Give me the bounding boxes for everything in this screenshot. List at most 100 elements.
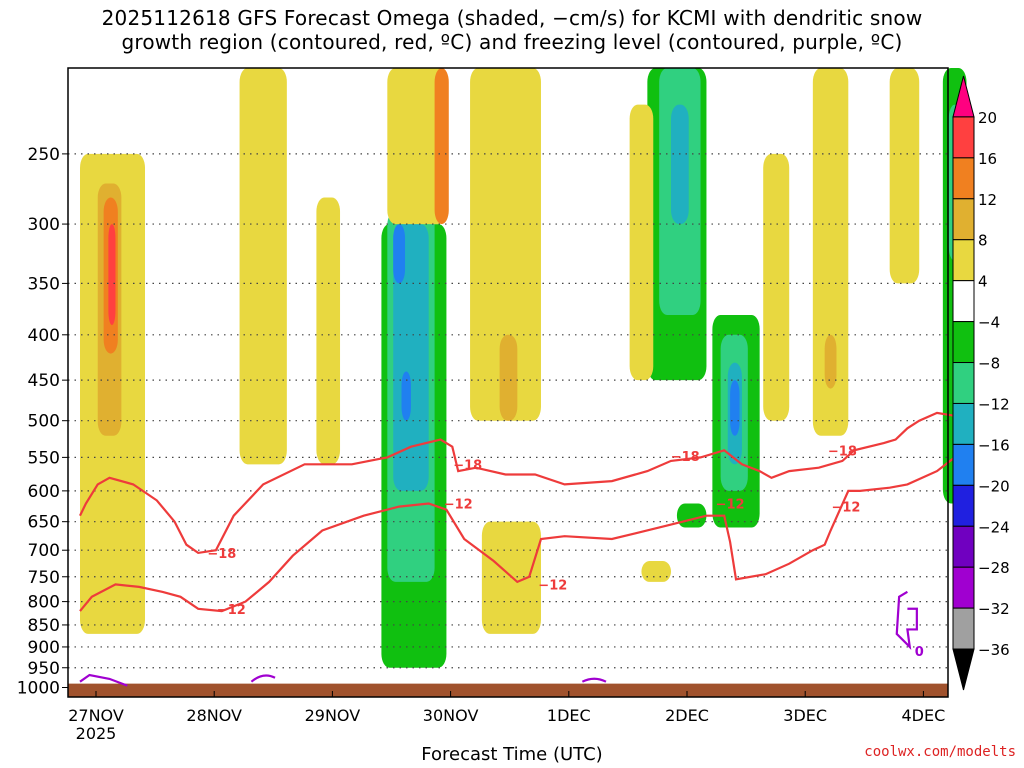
x-tick-label-1: 28NOV [186,706,242,725]
y-tick-label-450: 450 [28,371,60,391]
y-tick-label-850: 850 [28,616,60,636]
omega-shade-region-11 [387,68,447,225]
colorbar-label-1: 16 [978,150,997,168]
y-tick-label-700: 700 [28,541,60,561]
ground-surface [68,683,948,697]
omega-shade-region-24 [763,153,790,421]
x-tick-label-3: 30NOV [423,706,479,725]
y-tick-label-550: 550 [28,448,60,468]
colorbar-label-7: −12 [978,395,1010,413]
contour-line-2 [79,673,128,687]
contour-label-1-4: −12 [831,501,860,516]
y-tick-label-250: 250 [28,145,60,165]
colorbar-label-8: −16 [978,436,1010,454]
omega-shade-region-28 [641,561,671,582]
omega-shade-region-3 [108,224,116,326]
colorbar-segment-7 [952,362,975,404]
credit-text: coolwx.com/modelts [864,744,1016,760]
contour-label-2-0: 0 [915,645,924,660]
freezing-level-arc-1 [250,674,276,683]
colorbar-segment-9 [952,443,975,486]
x-tick-label-4: 1DEC [547,706,591,725]
plot-frame [67,67,949,698]
x-tick-sublabel-0: 2025 [76,724,117,743]
contour-label-0-3: −18 [828,444,857,459]
colorbar-segment-12 [952,566,975,609]
omega-shade-region-13 [470,68,541,421]
omega-shade-region-23 [730,380,740,436]
y-tick-label-650: 650 [28,513,60,533]
y-tick-label-500: 500 [28,412,60,432]
omega-shade-region-31 [889,68,920,284]
title-line-1: 2025112618 GFS Forecast Omega (shaded, −… [101,6,923,30]
colorbar-label-5: −4 [978,314,1000,332]
omega-shade-region-25 [812,68,849,436]
y-tick-label-1000: 1000 [17,678,60,698]
omega-shading-layer [80,68,967,668]
omega-shade-region-8 [393,224,429,491]
y-tick-label-900: 900 [28,638,60,658]
colorbar-label-3: 8 [978,232,988,250]
colorbar-segment-11 [952,525,975,568]
ground-layer [68,683,948,697]
colorbar-segment-1 [952,116,975,159]
omega-shade-region-27 [676,503,707,528]
omega-shade-region-12 [434,68,449,225]
chart-title: 2025112618 GFS Forecast Omega (shaded, −… [0,6,1024,54]
x-tick-label-6: 3DEC [783,706,827,725]
omega-shade-region-26 [824,334,837,389]
contour-label-0-0: −18 [207,547,236,562]
colorbar-segment-8 [952,402,975,445]
x-tick-label-7: 4DEC [902,706,946,725]
colorbar-label-13: −36 [978,641,1010,659]
omega-shade-region-4 [239,68,287,465]
x-tick-label-5: 2DEC [665,706,709,725]
freezing-level-arc-2 [581,677,607,683]
colorbar-label-9: −20 [978,477,1010,495]
contour-label-0-2: −18 [671,450,700,465]
y-tick-label-950: 950 [28,659,60,679]
y-tick-label-600: 600 [28,482,60,502]
omega-shade-region-5 [316,197,341,465]
colorbar-segment-10 [952,484,975,527]
omega-shade-region-9 [393,224,406,284]
colorbar-segment-2 [952,157,975,200]
contour-label-0-1: −18 [453,458,482,473]
colorbar-segment-6 [952,321,975,364]
omega-shade-region-19 [629,104,654,381]
omega-shade-region-14 [499,334,518,421]
x-tick-label-0: 27NOV [68,706,124,725]
y-tick-label-400: 400 [28,326,60,346]
colorbar-segment-4 [952,239,975,282]
contour-label-1-0: −12 [217,603,246,618]
y-tick-label-350: 350 [28,274,60,294]
freezing-level-loop [895,590,918,651]
colorbar-segment-13 [952,607,975,650]
colorbar-label-0: 20 [978,109,997,127]
colorbar-label-11: −28 [978,559,1010,577]
contour-label-1-2: −12 [538,578,567,593]
colorbar-label-6: −8 [978,355,1000,373]
omega-shade-region-10 [401,371,411,421]
y-tick-label-300: 300 [28,215,60,235]
colorbar-label-2: 12 [978,191,997,209]
colorbar-label-12: −32 [978,600,1010,618]
contour-label-1-1: −12 [444,497,473,512]
contour-line-0 [79,411,967,555]
colorbar-segment-5 [952,280,975,323]
colorbar-arrow-bottom [952,648,975,691]
y-tick-label-750: 750 [28,568,60,588]
colorbar-label-10: −24 [978,518,1010,536]
y-tick-label-800: 800 [28,593,60,613]
omega-shade-region-18 [671,104,689,225]
colorbar-label-4: 4 [978,273,988,291]
colorbar-segment-3 [952,198,975,241]
x-tick-label-2: 29NOV [305,706,361,725]
title-line-2: growth region (contoured, red, ºC) and f… [121,30,903,54]
y-axis: 2503003504004505005506006507007508008509… [17,145,68,698]
contour-layer: −18 −18 −18 −18 −12 −12 −12 −12 −12 0 [79,411,967,687]
contour-line-1 [79,456,967,613]
contour-label-1-3: −12 [716,497,745,512]
